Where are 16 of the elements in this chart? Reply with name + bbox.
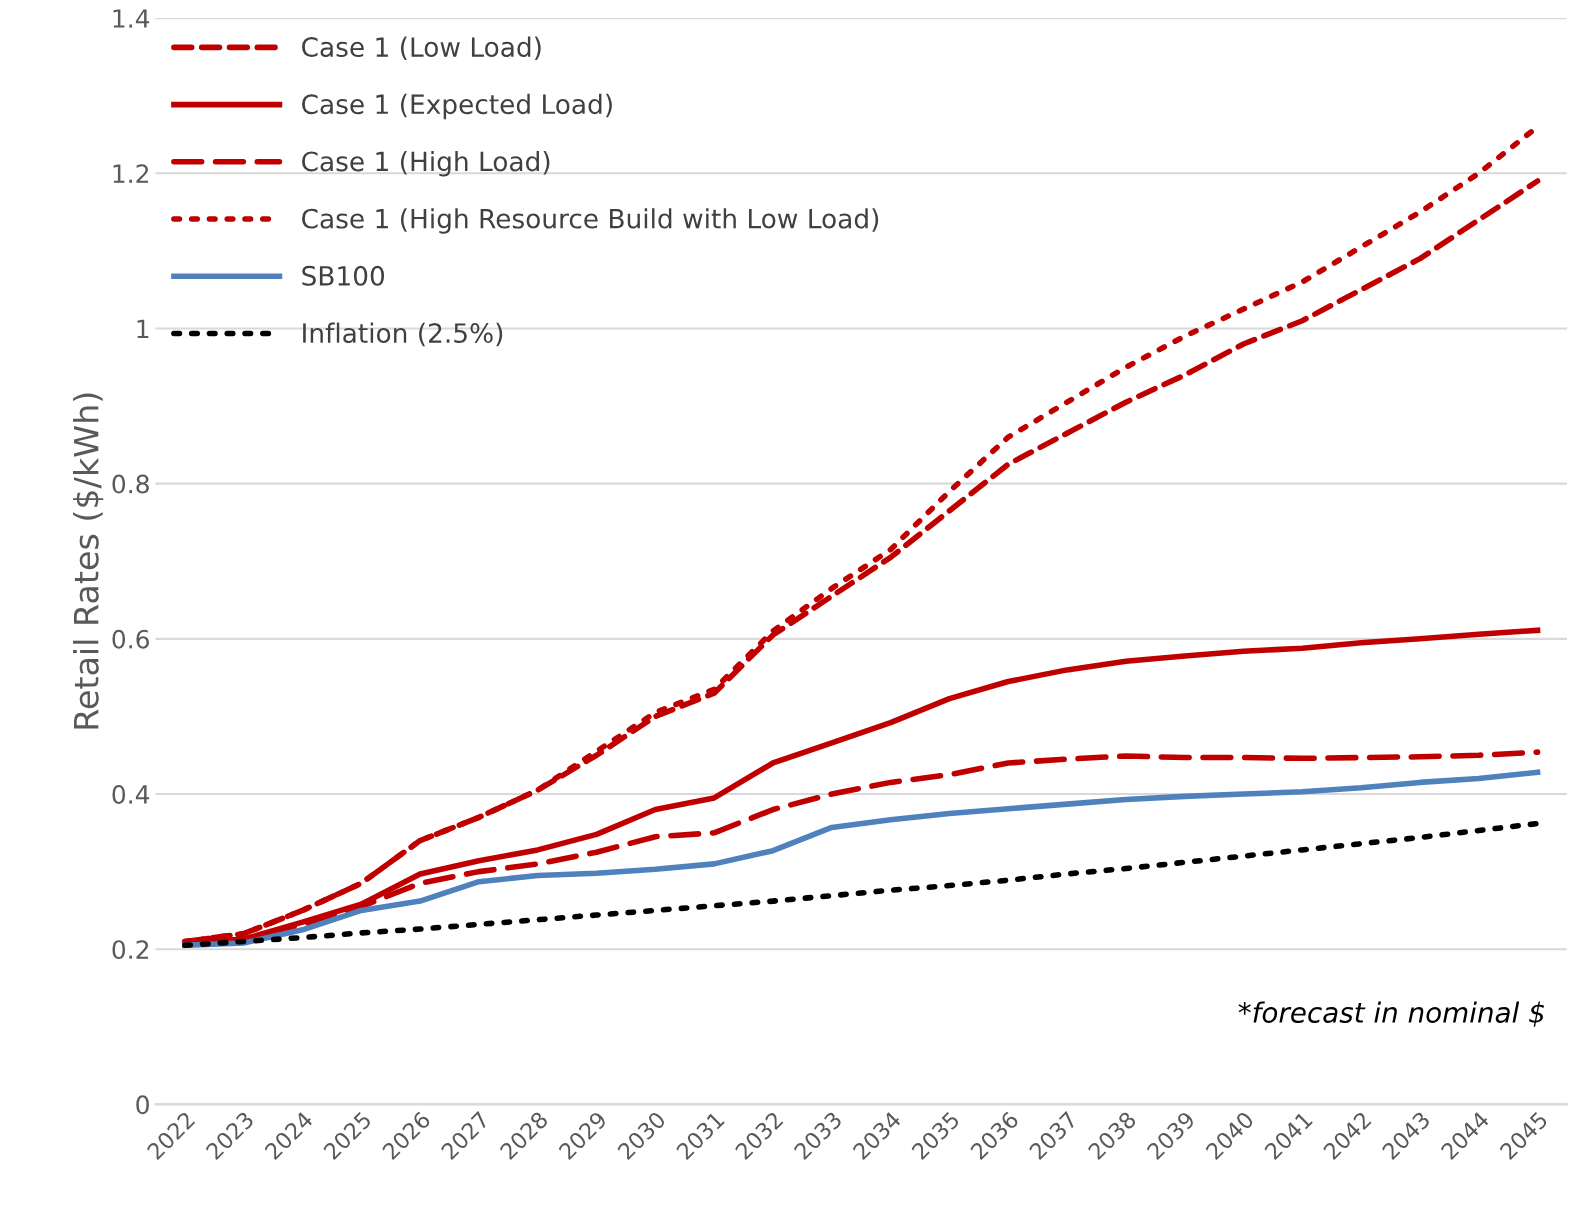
legend-label: Case 1 (Low Load) — [302, 36, 541, 61]
y-tick-label: 0.4 — [112, 784, 150, 804]
y-axis-title: Retail Rates ($/kWh) — [72, 393, 104, 729]
annotation: *forecast in nominal $ — [1238, 1001, 1544, 1027]
y-tick-label: 0.8 — [112, 474, 149, 494]
y-tick-label: 0 — [136, 1095, 149, 1115]
y-tick-label: 1.4 — [113, 9, 150, 28]
legend-label: Inflation (2.5%) — [303, 322, 503, 347]
legend-label: Case 1 (High Load) — [302, 150, 550, 177]
legend-label: Case 1 (High Resource Build with Low Load) — [302, 208, 879, 234]
y-tick-label: 0.2 — [112, 940, 149, 960]
y-tick-label: 0.6 — [112, 629, 149, 649]
legend-label: SB100 — [302, 265, 385, 286]
y-tick-label: 1 — [137, 319, 149, 338]
legend-label: Case 1 (Expected Load) — [302, 93, 612, 120]
y-tick-label: 1.2 — [113, 164, 149, 183]
